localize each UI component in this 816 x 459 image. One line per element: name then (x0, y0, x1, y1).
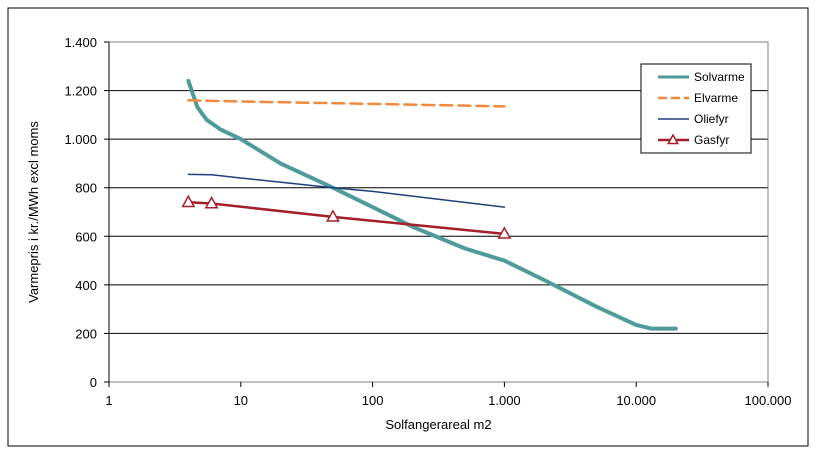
series-marker-gasfyr (497, 226, 512, 239)
series-line-gasfyr (187, 201, 506, 236)
series-marker-gasfyr (181, 194, 196, 208)
series-line-oliefyr (187, 173, 506, 208)
y-tick-label: 800 (75, 181, 97, 196)
y-tick-label: 600 (75, 229, 97, 244)
y-tick-label: 1.200 (64, 84, 97, 99)
x-tick-label: 1 (105, 393, 112, 408)
legend: Solvarme Elvarme Oliefyr Gasfyr (640, 63, 752, 154)
x-tick-label: 10 (234, 393, 248, 408)
x-tick-label: 10.000 (616, 393, 656, 408)
y-axis-title: Varmepris i kr./MWh excl moms (26, 121, 41, 303)
ticks-layer: 0 200 400 600 800 1.000 1.200 1.400 1 10 100 1.000 1… (64, 35, 791, 408)
legend-label-solvarme: Solvarme (694, 70, 745, 84)
series-layer (181, 78, 678, 331)
x-axis-title: Solfangerareal m2 (385, 417, 491, 432)
y-tick-label: 400 (75, 278, 97, 293)
y-tick-label: 1.000 (64, 132, 97, 147)
legend-items: Solvarme Elvarme Oliefyr Gasfyr (658, 70, 745, 147)
y-tick-label: 1.400 (64, 35, 97, 50)
legend-box (640, 63, 752, 154)
series-line-solvarme (186, 78, 678, 331)
x-tick-label: 1.000 (488, 393, 521, 408)
legend-label-oliefyr: Oliefyr (694, 112, 729, 126)
legend-label-elvarme: Elvarme (694, 91, 738, 105)
x-tick-label: 100 (362, 393, 384, 408)
series-marker-gasfyr (325, 209, 340, 222)
y-tick-label: 0 (90, 375, 97, 390)
legend-label-gasfyr: Gasfyr (694, 133, 729, 147)
y-tick-label: 200 (75, 326, 97, 341)
x-tick-label: 100.000 (745, 393, 792, 408)
series-marker-gasfyr (204, 195, 219, 209)
legend-marker-gasfyr (666, 133, 680, 145)
series-line-elvarme (187, 99, 506, 108)
